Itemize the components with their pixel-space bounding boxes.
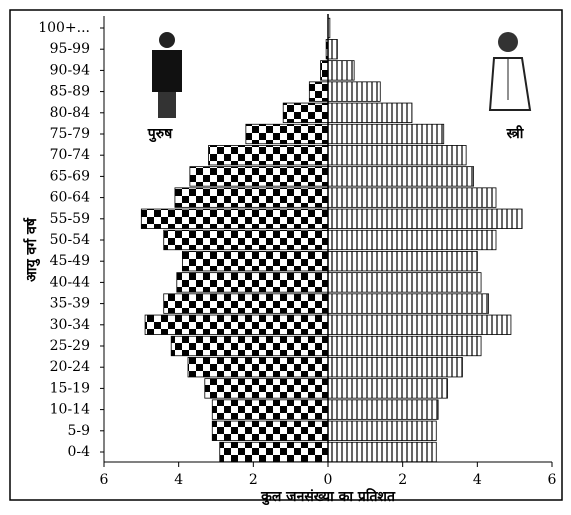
- y-tick-label: 60-64: [50, 190, 90, 206]
- bar: [176, 272, 329, 293]
- y-tick-label: 40-44: [50, 274, 90, 290]
- bar: [320, 60, 329, 81]
- y-tick-label: 70-74: [50, 147, 90, 163]
- bar: [163, 293, 329, 314]
- y-tick-label: 100+...: [38, 20, 90, 36]
- y-tick-label: 50-54: [50, 232, 90, 248]
- y-tick-label: 10-14: [50, 402, 90, 418]
- x-tick-label: 6: [548, 472, 557, 488]
- legend-label: पुरुष: [147, 126, 173, 143]
- bar: [211, 420, 329, 441]
- bar: [327, 399, 439, 420]
- y-tick-label: 95-99: [50, 41, 90, 57]
- y-tick-label: 85-89: [50, 84, 90, 100]
- bar: [282, 102, 329, 123]
- bar: [327, 145, 467, 166]
- bar: [327, 420, 437, 441]
- bar: [327, 187, 497, 208]
- bar: [327, 166, 475, 187]
- x-tick-label: 0: [324, 472, 333, 488]
- y-tick-label: 30-34: [50, 317, 90, 333]
- bar: [327, 81, 381, 102]
- bar: [181, 251, 329, 272]
- bar: [327, 314, 512, 335]
- y-tick-label: 0-4: [67, 444, 90, 460]
- y-tick-label: 5-9: [67, 423, 90, 439]
- y-tick-label: 15-19: [50, 380, 90, 396]
- y-tick-label: 80-84: [50, 105, 90, 121]
- male-figure: [152, 32, 182, 118]
- bar: [208, 145, 329, 166]
- bar: [327, 378, 448, 399]
- bar: [245, 123, 329, 145]
- bar: [327, 208, 523, 229]
- y-tick-label: 75-79: [50, 126, 90, 142]
- bar: [327, 123, 445, 145]
- female-figure: [488, 32, 532, 111]
- bar: [327, 102, 413, 123]
- y-axis-label: आयु वर्ग वर्ष: [23, 217, 41, 282]
- bar: [170, 335, 329, 357]
- y-tick-label: 25-29: [50, 338, 90, 354]
- x-tick-label: 4: [174, 472, 183, 488]
- bar: [327, 357, 463, 378]
- bar: [211, 399, 329, 420]
- legend-label: स्त्री: [506, 125, 525, 142]
- bar: [144, 314, 329, 335]
- x-tick-label: 2: [398, 472, 407, 488]
- bar: [187, 357, 329, 378]
- bar: [327, 39, 338, 60]
- bar: [189, 166, 329, 187]
- bar: [308, 81, 329, 102]
- x-tick-label: 6: [100, 472, 109, 488]
- bar: [327, 335, 482, 357]
- x-axis-label: कुल जनसंख्या का प्रतिशत: [260, 488, 396, 506]
- bar: [327, 229, 497, 251]
- y-tick-label: 90-94: [50, 62, 90, 78]
- y-tick-label: 35-39: [50, 296, 90, 312]
- x-tick-label: 2: [249, 472, 258, 488]
- bar: [219, 441, 329, 463]
- bar: [163, 229, 329, 251]
- bar: [174, 187, 329, 208]
- y-tick-label: 20-24: [50, 359, 90, 375]
- x-tick-label: 4: [473, 472, 482, 488]
- bar: [327, 293, 489, 314]
- y-tick-label: 45-49: [50, 253, 90, 269]
- y-tick-label: 55-59: [50, 211, 90, 227]
- bar: [327, 441, 437, 463]
- bar: [327, 60, 355, 81]
- y-tick-label: 65-69: [50, 168, 90, 184]
- bar: [140, 208, 329, 229]
- bar: [204, 378, 329, 399]
- frame: [9, 9, 563, 501]
- bar: [327, 272, 482, 293]
- bar: [327, 251, 478, 272]
